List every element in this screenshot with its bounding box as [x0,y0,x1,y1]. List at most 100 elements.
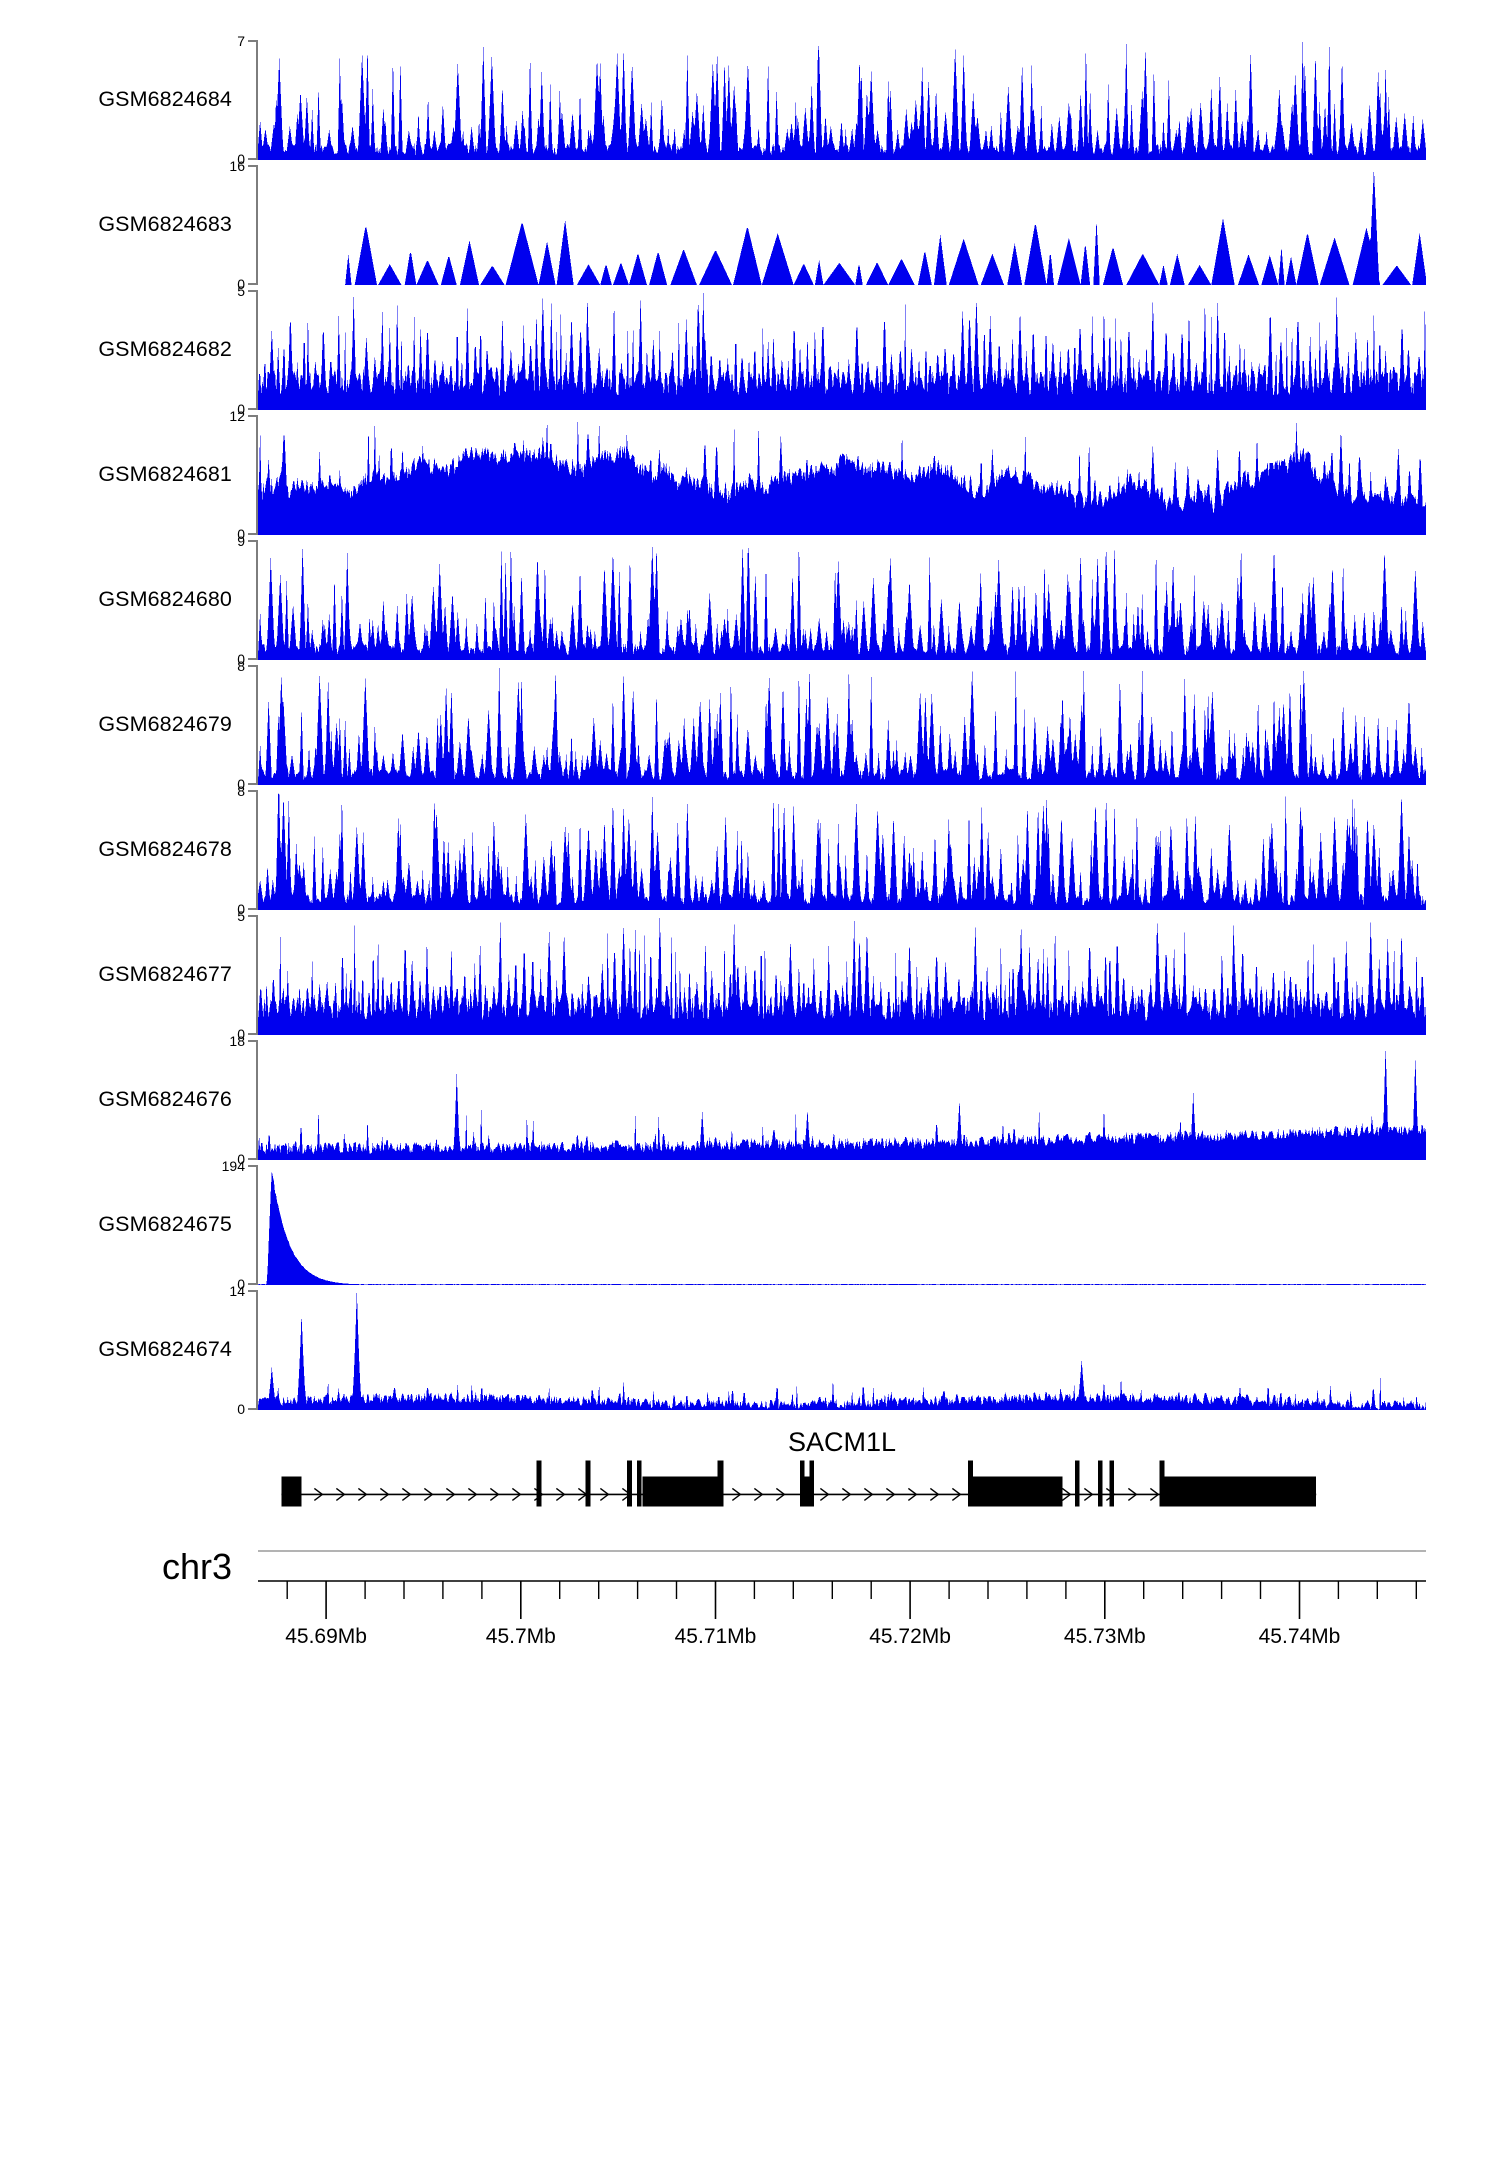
y-axis-max-label-GSM6824674: 14 [229,1283,245,1299]
coverage-plot-GSM6824680[interactable] [258,540,1426,660]
coverage-track-GSM6824675[interactable]: GSM6824675 194 0 [0,1159,1500,1291]
y-axis-line [256,1290,258,1410]
coverage-track-GSM6824679[interactable]: GSM6824679 8 0 [0,659,1500,791]
y-axis-line [256,915,258,1035]
coverage-track-GSM6824674[interactable]: GSM6824674 14 0 [0,1284,1500,1416]
coverage-plot-GSM6824681[interactable] [258,415,1426,535]
coverage-plot-GSM6824679[interactable] [258,665,1426,785]
coverage-track-GSM6824678[interactable]: GSM6824678 8 0 [0,784,1500,916]
y-axis-GSM6824675: 194 0 [222,1159,258,1291]
y-axis-min-label-GSM6824678: 0 [237,901,245,917]
y-axis-line [256,290,258,410]
y-axis-tick-max [248,165,258,167]
coverage-track-GSM6824681[interactable]: GSM6824681 12 0 [0,409,1500,541]
coverage-plot-GSM6824674[interactable] [258,1290,1426,1410]
y-axis-tick-max [248,665,258,667]
track-label-GSM6824679: GSM6824679 [98,712,232,736]
y-axis-min-label-GSM6824676: 0 [237,1151,245,1167]
y-axis-max-label-GSM6824681: 12 [229,408,245,424]
coverage-track-GSM6824680[interactable]: GSM6824680 9 0 [0,534,1500,666]
y-axis-tick-max [248,915,258,917]
y-axis-tick-max [248,790,258,792]
y-axis-max-label-GSM6824677: 5 [237,908,245,924]
y-axis-max-label-GSM6824678: 8 [237,783,245,799]
y-axis-line [256,1040,258,1160]
y-axis-tick-max [248,1165,258,1167]
y-axis-max-label-GSM6824682: 5 [237,283,245,299]
y-axis-min-label-GSM6824681: 0 [237,526,245,542]
genome-coordinate-axis[interactable]: 45.69Mb 45.7Mb 45.71Mb 45.72Mb 45.73Mb 45.74M… [258,1547,1426,1657]
track-label-GSM6824674: GSM6824674 [98,1337,232,1361]
coverage-plot-GSM6824676[interactable] [258,1040,1426,1160]
coverage-plot-GSM6824684[interactable] [258,40,1426,160]
axis-tick-label: 45.74Mb [1259,1625,1341,1648]
track-label-GSM6824675: GSM6824675 [98,1212,232,1236]
gene-model-track[interactable] [258,1451,1426,1521]
y-axis-line [256,540,258,660]
y-axis-min-label-GSM6824677: 0 [237,1026,245,1042]
track-label-GSM6824678: GSM6824678 [98,837,232,861]
coverage-plot-GSM6824678[interactable] [258,790,1426,910]
y-axis-tick-min [248,533,258,535]
y-axis-line [256,165,258,285]
track-label-GSM6824681: GSM6824681 [98,462,232,486]
coverage-plot-GSM6824675[interactable] [258,1165,1426,1285]
y-axis-tick-min [248,1158,258,1160]
coverage-track-GSM6824677[interactable]: GSM6824677 5 0 [0,909,1500,1041]
y-axis-min-label-GSM6824679: 0 [237,776,245,792]
coverage-track-GSM6824682[interactable]: GSM6824682 5 0 [0,284,1500,416]
y-axis-tick-min [248,283,258,285]
coverage-track-GSM6824683[interactable]: GSM6824683 16 0 [0,159,1500,291]
y-axis-tick-min [248,408,258,410]
y-axis-min-label-GSM6824682: 0 [237,401,245,417]
y-axis-max-label-GSM6824675: 194 [221,1158,245,1174]
track-label-GSM6824682: GSM6824682 [98,337,232,361]
y-axis-tick-min [248,783,258,785]
y-axis-tick-min [248,658,258,660]
axis-tick-label: 45.72Mb [869,1625,951,1648]
y-axis-tick-min [248,1408,258,1410]
y-axis-line [256,40,258,160]
gene-name-label: SACM1L [787,1427,897,1457]
coverage-plot-GSM6824677[interactable] [258,915,1426,1035]
coverage-plot-GSM6824682[interactable] [258,290,1426,410]
track-label-GSM6824676: GSM6824676 [98,1087,232,1111]
y-axis-GSM6824676: 18 0 [229,1034,258,1166]
y-axis-tick-min [248,1033,258,1035]
y-axis-min-label-GSM6824684: 0 [237,151,245,167]
y-axis-line [256,415,258,535]
y-axis-tick-min [248,908,258,910]
y-axis-min-label-GSM6824680: 0 [237,651,245,667]
coverage-track-GSM6824676[interactable]: GSM6824676 18 0 [0,1034,1500,1166]
y-axis-max-label-GSM6824676: 18 [229,1033,245,1049]
y-axis-GSM6824681: 12 0 [229,409,258,541]
y-axis-min-label-GSM6824675: 0 [237,1276,245,1292]
y-axis-max-label-GSM6824683: 16 [229,158,245,174]
y-axis-GSM6824674: 14 0 [229,1284,258,1416]
track-label-GSM6824683: GSM6824683 [98,212,232,236]
y-axis-max-label-GSM6824680: 9 [237,533,245,549]
y-axis-tick-max [248,40,258,42]
y-axis-min-label-GSM6824683: 0 [237,276,245,292]
y-axis-tick-min [248,158,258,160]
y-axis-min-label-GSM6824674: 0 [237,1401,245,1417]
track-label-GSM6824684: GSM6824684 [98,87,232,111]
track-label-GSM6824677: GSM6824677 [98,962,232,986]
y-axis-tick-max [248,540,258,542]
coverage-track-GSM6824684[interactable]: GSM6824684 7 0 [0,34,1500,166]
y-axis-tick-max [248,290,258,292]
axis-tick-label: 45.69Mb [285,1625,367,1648]
y-axis-line [256,665,258,785]
y-axis-max-label-GSM6824684: 7 [237,33,245,49]
axis-tick-label: 45.71Mb [675,1625,757,1648]
axis-tick-label: 45.7Mb [486,1625,556,1648]
y-axis-line [256,1165,258,1285]
coverage-plot-GSM6824683[interactable] [258,165,1426,285]
